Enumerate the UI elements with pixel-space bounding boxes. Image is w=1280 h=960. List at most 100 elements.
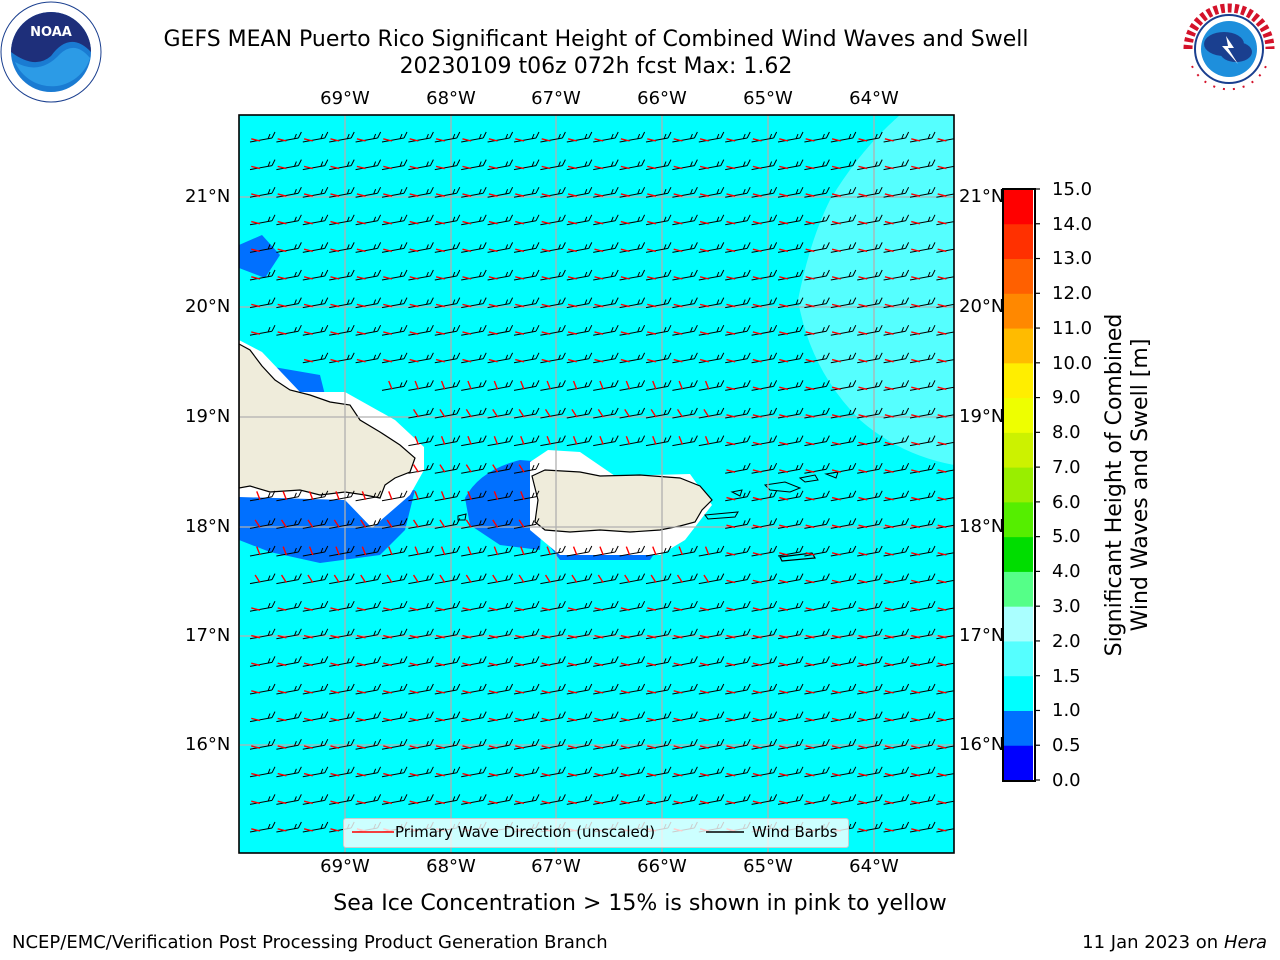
wind-barb bbox=[901, 547, 905, 554]
wind-barb bbox=[852, 407, 857, 415]
wind-barb bbox=[825, 628, 830, 636]
wind-barb bbox=[531, 382, 535, 388]
wave-direction-arrow bbox=[462, 331, 472, 335]
wind-barb bbox=[452, 713, 456, 719]
wave-direction-arrow bbox=[280, 574, 287, 583]
wind-barb bbox=[561, 683, 566, 691]
wave-direction-arrow bbox=[805, 800, 815, 805]
wind-barb bbox=[641, 131, 646, 139]
wind-barb bbox=[456, 738, 461, 746]
wind-barb bbox=[588, 711, 593, 718]
wave-direction-arrow bbox=[541, 745, 551, 749]
wind-barb bbox=[769, 547, 773, 554]
wind-barb bbox=[769, 271, 773, 278]
wind-barb bbox=[927, 216, 931, 222]
wave-direction-arrow bbox=[911, 441, 921, 446]
wind-barb bbox=[293, 685, 297, 692]
wave-direction-arrow bbox=[858, 634, 868, 639]
wind-barb bbox=[297, 324, 302, 332]
wind-barb bbox=[901, 189, 905, 195]
wind-barb bbox=[425, 630, 429, 636]
wind-barb bbox=[693, 352, 698, 360]
wind-barb bbox=[456, 324, 461, 332]
wind-barb bbox=[746, 573, 751, 580]
wave-direction-arrow bbox=[625, 435, 631, 445]
wind-barb bbox=[852, 159, 857, 166]
lat-label-left: 17°N bbox=[185, 625, 231, 646]
wind-barb bbox=[425, 244, 429, 250]
wind-barb bbox=[561, 159, 566, 166]
wind-barb bbox=[746, 794, 751, 801]
wave-direction-arrow bbox=[383, 303, 393, 308]
wave-direction-arrow bbox=[752, 690, 762, 694]
wind-barb bbox=[505, 271, 509, 278]
wind-barb bbox=[874, 161, 878, 167]
wave-direction-arrow bbox=[251, 634, 261, 639]
wave-direction-arrow bbox=[831, 386, 841, 391]
wind-barb bbox=[641, 435, 646, 442]
wind-barb bbox=[901, 658, 905, 664]
wave-direction-arrow bbox=[699, 607, 709, 611]
wind-barb bbox=[641, 214, 646, 222]
wind-barb bbox=[531, 713, 535, 719]
wind-barb bbox=[689, 685, 693, 692]
wave-direction-arrow bbox=[673, 138, 683, 142]
wind-barb bbox=[905, 573, 910, 580]
wind-barb bbox=[346, 327, 350, 333]
wind-barb bbox=[958, 325, 961, 331]
wave-direction-arrow bbox=[726, 496, 736, 501]
wind-barb bbox=[346, 685, 350, 692]
wave-direction-arrow bbox=[647, 303, 657, 308]
wind-barb bbox=[429, 159, 434, 166]
wave-direction-arrow bbox=[572, 435, 578, 445]
wind-barb bbox=[795, 520, 799, 526]
wind-barb bbox=[557, 244, 561, 250]
wave-direction-arrow bbox=[831, 717, 841, 722]
wind-barb bbox=[267, 741, 271, 747]
wave-direction-arrow bbox=[412, 409, 419, 418]
wave-direction-arrow bbox=[515, 303, 525, 308]
wind-barb bbox=[293, 575, 297, 581]
wind-barb bbox=[769, 465, 773, 471]
wave-direction-arrow bbox=[383, 220, 393, 225]
wave-direction-arrow bbox=[544, 574, 551, 583]
wind-barb bbox=[927, 658, 931, 664]
wave-direction-arrow bbox=[647, 745, 657, 749]
wind-barb bbox=[614, 159, 619, 166]
wind-barb bbox=[874, 382, 878, 388]
wind-barb bbox=[293, 492, 297, 498]
wind-barb bbox=[267, 492, 271, 498]
wave-direction-arrow bbox=[726, 552, 736, 556]
wave-direction-arrow bbox=[937, 303, 947, 308]
wind-barb bbox=[874, 520, 878, 526]
wind-barb bbox=[795, 713, 799, 719]
wave-direction-arrow bbox=[779, 469, 789, 473]
wave-direction-arrow bbox=[567, 165, 577, 170]
wind-barb bbox=[905, 462, 910, 470]
wind-barb bbox=[403, 545, 408, 553]
wind-barb bbox=[377, 159, 382, 166]
wind-barb bbox=[742, 465, 746, 471]
wind-barb bbox=[874, 713, 878, 719]
wind-barb bbox=[936, 276, 954, 281]
wave-direction-arrow bbox=[699, 690, 709, 694]
wave-direction-arrow bbox=[333, 519, 340, 528]
wind-barb bbox=[901, 299, 905, 305]
wave-direction-arrow bbox=[360, 574, 367, 583]
wind-barb bbox=[271, 518, 276, 525]
wave-direction-arrow bbox=[493, 380, 499, 390]
wave-direction-arrow bbox=[911, 772, 921, 777]
wind-barb bbox=[297, 518, 302, 525]
wind-barb bbox=[350, 738, 355, 746]
wind-barb bbox=[531, 327, 535, 333]
wave-direction-arrow bbox=[620, 662, 630, 667]
wind-barb bbox=[931, 131, 936, 139]
wind-barb bbox=[429, 462, 434, 470]
wave-direction-arrow bbox=[412, 574, 419, 583]
wind-barb bbox=[267, 133, 271, 140]
wind-barb bbox=[561, 766, 566, 774]
wind-barb bbox=[874, 327, 878, 333]
colorbar-segment bbox=[1003, 571, 1033, 607]
wind-barb bbox=[614, 628, 619, 636]
wind-barb bbox=[399, 603, 403, 609]
